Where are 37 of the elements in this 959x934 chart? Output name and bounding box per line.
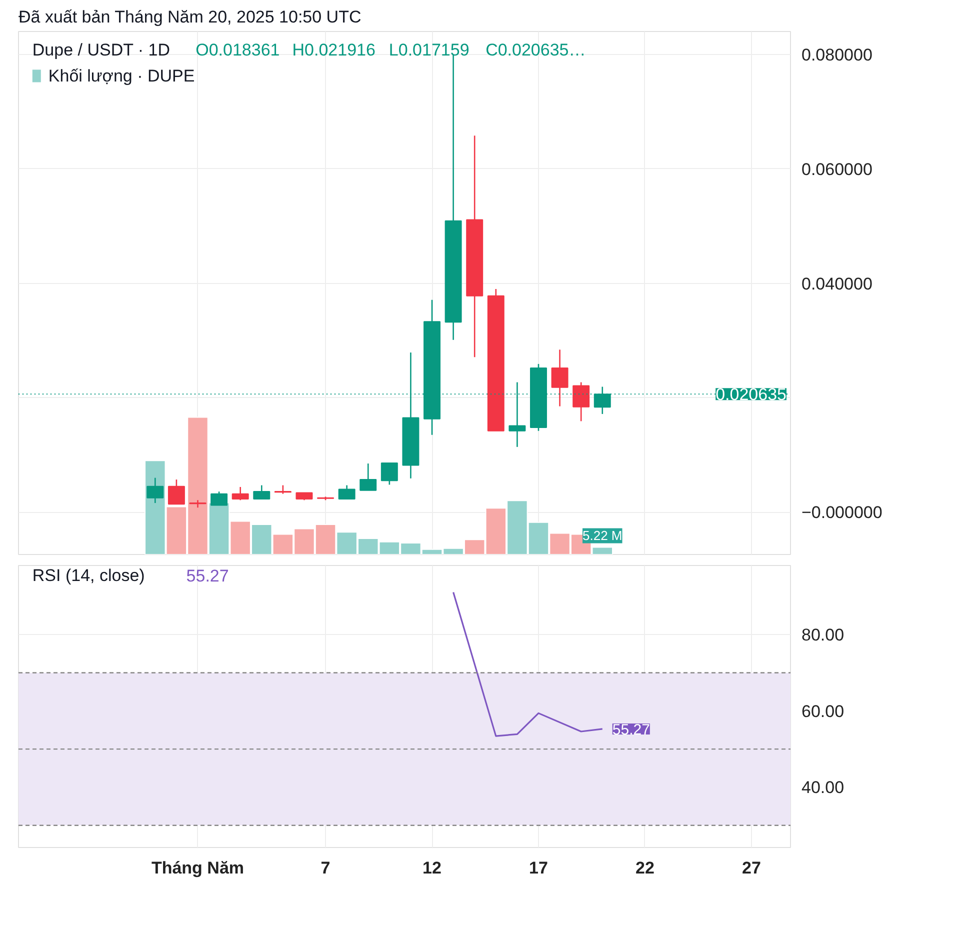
x-tick-label: Tháng Năm	[151, 858, 244, 878]
candlestick	[338, 484, 356, 500]
x-tick-label: 12	[422, 858, 442, 878]
data-label: 5.22 M	[582, 528, 622, 544]
y-tick-label: 0.040000	[802, 274, 872, 294]
ref-line-label: 0.020635	[716, 385, 786, 404]
data-label: 55.27	[612, 721, 650, 738]
candlestick	[253, 484, 270, 500]
candlestick	[380, 462, 398, 486]
x-tick-label: 27	[742, 858, 761, 878]
annotation: 55.27	[186, 566, 229, 586]
candlestick	[146, 477, 164, 504]
y-tick-label: 40.00	[802, 778, 844, 798]
y-tick-label: −0.000000	[802, 503, 882, 522]
x-tick-label: 22	[636, 858, 654, 878]
legend-label: Khối lượng · DUPE	[48, 66, 195, 86]
annotation: L0.017159	[388, 40, 470, 60]
candlestick	[232, 486, 249, 501]
candlestick	[551, 349, 568, 407]
chart-subtitle: Đã xuất bản Tháng Năm 20, 2025 10:50 UTC	[18, 8, 362, 26]
chart-title: RSI (14, close)	[32, 566, 145, 585]
annotation: H0.021916	[292, 40, 376, 60]
candlestick	[210, 490, 228, 506]
annotation: O0.018361	[196, 40, 280, 60]
x-tick-label: 7	[320, 858, 330, 878]
candlestick	[168, 478, 185, 505]
candlestick	[360, 462, 377, 492]
line-series	[452, 591, 604, 737]
text: Dupe / USDT · 1D	[32, 40, 170, 60]
candlestick	[189, 499, 206, 508]
x-tick-label: 17	[529, 858, 548, 878]
y-tick-label: 80.00	[802, 626, 844, 645]
y-tick-label: 0.080000	[802, 45, 872, 64]
candlestick	[572, 382, 590, 422]
annotation: C0.020635…	[486, 40, 586, 60]
y-tick-label: 0.060000	[802, 160, 872, 179]
y-tick-label: 60.00	[802, 702, 844, 721]
